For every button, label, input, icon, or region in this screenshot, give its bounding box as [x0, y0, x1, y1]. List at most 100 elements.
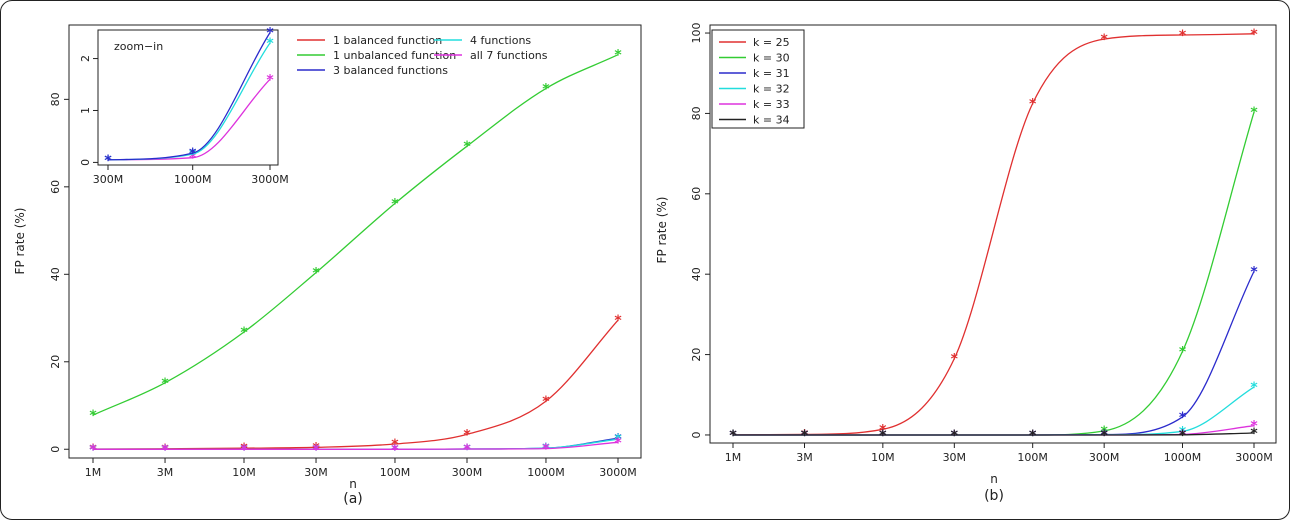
panel-a-x-tick-label: 1M: [85, 466, 102, 479]
series-line: [732, 33, 1255, 436]
data-point: *: [240, 325, 248, 341]
data-point: *: [614, 435, 622, 451]
data-point: *: [1029, 428, 1037, 444]
data-point: *: [89, 442, 97, 458]
inset-series: * *** *** **: [104, 26, 274, 169]
data-point: *: [463, 427, 471, 443]
panel-b-axes: 1M 3M 10M 30M 100M 300M 1000M 3000M 0 20 40 60 80 100: [690, 23, 1273, 464]
data-point: *: [391, 442, 399, 458]
data-point: *: [240, 442, 248, 458]
data-point: *: [729, 428, 737, 444]
panel-a-x-tick-label: 100M: [380, 466, 411, 479]
panel-b-y-tick-label: 0: [690, 431, 703, 438]
panel-b-x-tick-label: 1000M: [1164, 451, 1202, 464]
data-point: *: [1029, 428, 1037, 444]
data-point: *: [1179, 424, 1187, 440]
data-point: *: [391, 442, 399, 458]
panel-b-y-tick-label: 40: [690, 267, 703, 281]
panel-a-y-tick-label: 40: [49, 267, 62, 281]
data-point: *: [89, 408, 97, 424]
data-point: *: [1250, 105, 1258, 121]
panel-a-x-tick-label: 3M: [157, 466, 174, 479]
data-point: *: [951, 428, 959, 444]
legend-box: [711, 29, 805, 129]
data-point: *: [312, 266, 320, 282]
series-line: [733, 386, 1255, 436]
panel-b-ylabel: FP rate (%): [655, 197, 669, 264]
panel-a-axes: 1M 3M 10M 30M 100M 300M 1000M 3000M 0 20 40 60 80: [49, 92, 637, 479]
panel-b-x-tick-label: 3000M: [1235, 451, 1273, 464]
data-point: *: [161, 442, 169, 458]
data-point: *: [879, 428, 887, 444]
data-point: *: [879, 428, 887, 444]
data-point: *: [1179, 344, 1187, 360]
panel-a-y-tick-label: 0: [49, 446, 62, 453]
panel-a-x-tick-label: 1000M: [527, 466, 565, 479]
data-point: *: [240, 442, 248, 458]
data-point: *: [729, 428, 737, 444]
data-point: *: [879, 428, 887, 444]
panel-b-x-tick-label: 300M: [1089, 451, 1120, 464]
inset-axes: 300M 1000M 3000M 0 1 2: [79, 55, 289, 186]
data-point: *: [1250, 419, 1258, 435]
data-point: *: [1029, 428, 1037, 444]
data-point: *: [729, 428, 737, 444]
data-point: *: [951, 428, 959, 444]
data-point: *: [801, 428, 809, 444]
data-point: *: [1179, 428, 1187, 444]
inset-data-point: *: [104, 153, 112, 169]
data-point: *: [312, 440, 320, 456]
inset-y-tick-label: 0: [79, 159, 92, 166]
data-point: *: [729, 428, 737, 444]
panel-a-x-tick-label: 300M: [452, 466, 483, 479]
legend-entry: 1 unbalanced function: [333, 49, 456, 62]
panel-b-y-tick-label: 100: [690, 23, 703, 44]
data-point: *: [542, 442, 550, 458]
data-point: *: [1100, 428, 1108, 444]
data-point: *: [89, 442, 97, 458]
data-point: *: [1100, 424, 1108, 440]
data-point: *: [89, 442, 97, 458]
panel-b-series: * * **** * ** * * * * **** * * * * **** * * * * * *** * * * * * **…: [729, 27, 1258, 444]
legend-entry: 1 balanced function: [333, 34, 442, 47]
data-point: *: [312, 442, 320, 458]
series-line: [733, 425, 1255, 436]
inset-x-tick-label: 3000M: [251, 173, 289, 186]
data-point: *: [729, 428, 737, 444]
inset-y-tick-label: 1: [79, 107, 92, 114]
panel-a-series: * * * * ************* * * * * * *** * * * * * *** * * * * * * *: [89, 48, 622, 459]
data-point: *: [951, 428, 959, 444]
data-point: *: [391, 442, 399, 458]
data-point: *: [391, 437, 399, 453]
data-point: *: [1250, 426, 1258, 442]
panel-b-x-tick-label: 3M: [796, 451, 813, 464]
data-point: *: [1029, 428, 1037, 444]
data-point: *: [801, 428, 809, 444]
data-point: *: [463, 442, 471, 458]
inset-y-tick-label: 2: [79, 55, 92, 62]
data-point: *: [801, 428, 809, 444]
panel-a-plot-box: [68, 24, 642, 459]
data-point: *: [1100, 32, 1108, 48]
data-point: *: [161, 442, 169, 458]
legend-entry: k = 33: [753, 98, 790, 111]
series-line: [733, 271, 1255, 436]
data-point: *: [614, 431, 622, 447]
data-point: *: [463, 442, 471, 458]
data-point: *: [614, 313, 622, 329]
data-point: *: [729, 428, 737, 444]
data-point: *: [801, 428, 809, 444]
panel-b-y-tick-label: 60: [690, 187, 703, 201]
inset-data-point: *: [189, 151, 197, 167]
inset-data-point: *: [189, 147, 197, 163]
data-point: *: [391, 196, 399, 212]
data-point: *: [542, 394, 550, 410]
data-point: *: [1250, 27, 1258, 43]
panel-b-y-tick-label: 20: [690, 348, 703, 362]
data-point: *: [1029, 96, 1037, 112]
inset-data-point: *: [266, 72, 274, 88]
data-point: *: [1179, 28, 1187, 44]
data-point: *: [1100, 428, 1108, 444]
panel-b-x-tick-label: 100M: [1017, 451, 1048, 464]
data-point: *: [951, 428, 959, 444]
